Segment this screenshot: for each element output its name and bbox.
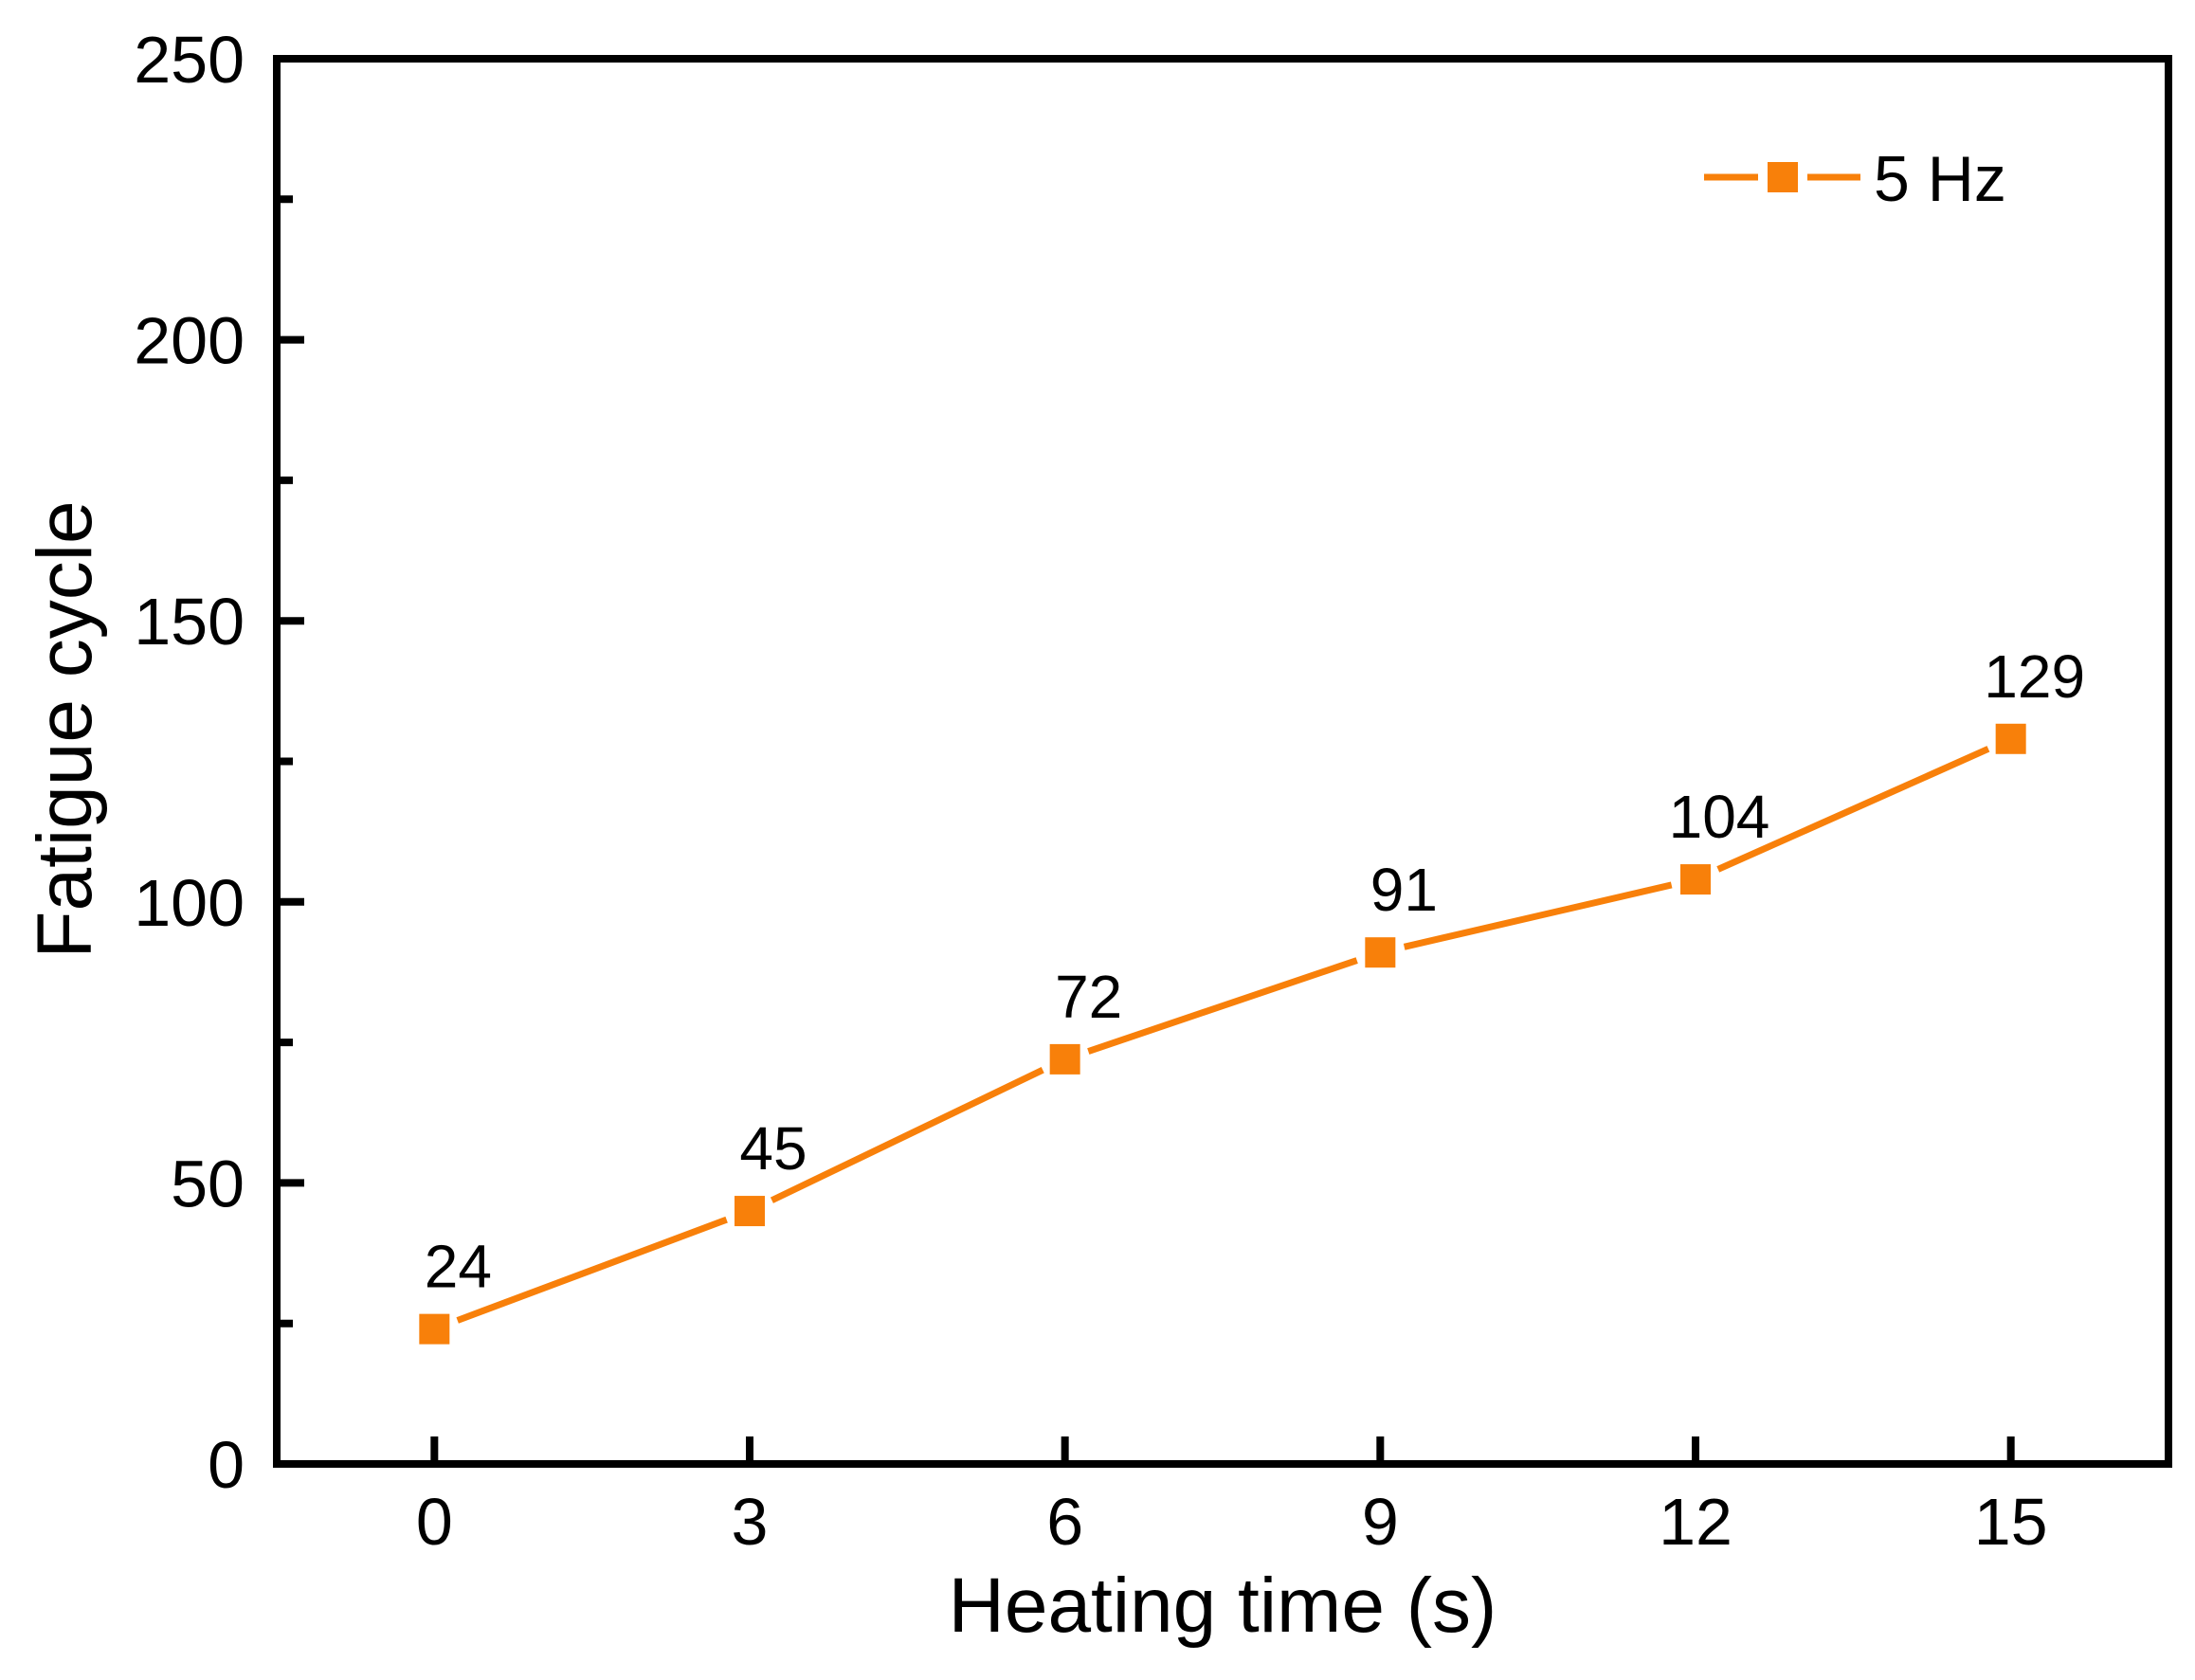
legend-label: 5 Hz [1874, 143, 2006, 215]
data-point-label: 72 [1055, 963, 1122, 1031]
series-line-segment [1403, 881, 1673, 950]
data-point-label: 24 [425, 1233, 492, 1301]
y-tick-label: 150 [134, 585, 245, 659]
data-point-label: 91 [1370, 856, 1438, 924]
data-point-marker [1365, 937, 1396, 968]
x-tick-label: 9 [1362, 1485, 1399, 1559]
plot-border [273, 55, 2172, 1468]
series-line-segment [1716, 746, 1990, 873]
data-point-marker [1680, 864, 1711, 895]
series-line-segment [770, 1067, 1044, 1203]
data-point-label: 45 [739, 1114, 807, 1183]
series-line-segment [1087, 957, 1358, 1055]
y-tick-label: 100 [134, 866, 245, 940]
x-axis-title: Heating time (s) [949, 1563, 1497, 1649]
data-point-marker [735, 1196, 765, 1227]
y-tick-label: 0 [208, 1428, 245, 1502]
data-point-marker [1995, 723, 2026, 754]
data-point-marker [419, 1313, 450, 1345]
y-tick-label: 250 [134, 23, 245, 97]
x-tick-label: 6 [1046, 1485, 1083, 1559]
data-point-marker [1049, 1043, 1080, 1075]
x-tick-label: 3 [732, 1485, 769, 1559]
y-tick-label: 50 [171, 1147, 245, 1220]
y-axis-title: Fatigue cycle [22, 500, 108, 958]
y-tick-label: 200 [134, 304, 245, 378]
legend: 5 Hz [1704, 143, 2006, 215]
data-point-label: 129 [1984, 642, 2085, 711]
x-tick-label: 0 [416, 1485, 453, 1559]
x-tick-label: 12 [1659, 1485, 1732, 1559]
x-tick-label: 15 [1974, 1485, 2048, 1559]
series-line-segment [456, 1216, 728, 1324]
data-point-label: 104 [1669, 783, 1770, 851]
legend-marker-icon [1768, 162, 1798, 192]
